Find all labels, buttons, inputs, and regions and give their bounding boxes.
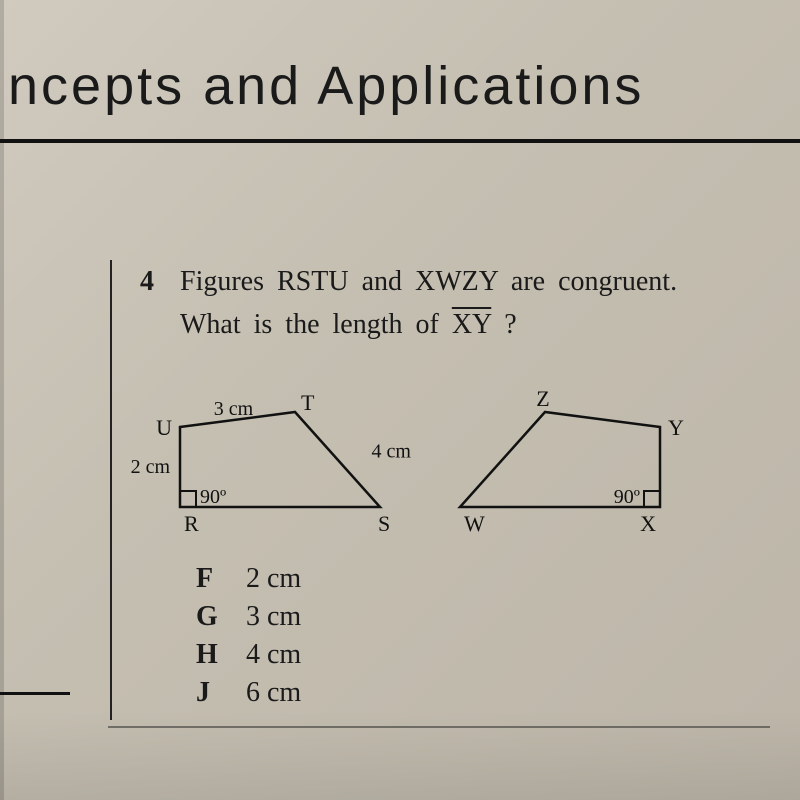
- vertex-r: R: [184, 511, 199, 536]
- choice-letter: H: [196, 639, 224, 671]
- bottom-shadow: [0, 710, 800, 800]
- label-ut: 3 cm: [214, 398, 254, 420]
- label-ur: 2 cm: [131, 456, 171, 478]
- choice-text: 2 cm: [246, 563, 301, 595]
- figure-area: U T R S 3 cm 2 cm 4 cm 90º W X Z Y: [140, 377, 770, 557]
- choice-row: F 2 cm: [196, 563, 770, 595]
- choice-row: H 4 cm: [196, 639, 770, 671]
- choice-text: 3 cm: [246, 601, 301, 633]
- question-block: 4 Figures RSTU and XWZY are congruent. W…: [140, 260, 770, 715]
- vertex-z: Z: [536, 386, 549, 411]
- choice-letter: F: [196, 563, 224, 595]
- vertex-w: W: [464, 511, 485, 536]
- vertex-u: U: [156, 415, 172, 440]
- vertex-s: S: [378, 511, 390, 536]
- answer-choices: F 2 cm G 3 cm H 4 cm J 6 cm: [196, 563, 770, 709]
- vertex-x: X: [640, 511, 656, 536]
- segment-xy: XY: [452, 309, 491, 340]
- polygon-rstu: U T R S 3 cm 2 cm 4 cm 90º: [131, 390, 412, 536]
- page-header: ncepts and Applications: [0, 55, 800, 143]
- choice-letter: J: [196, 677, 224, 709]
- question-body: Figures RSTU and XWZY are congruent. Wha…: [180, 260, 770, 347]
- choice-row: J 6 cm: [196, 677, 770, 709]
- question-number: 4: [140, 260, 162, 347]
- label-ts: 4 cm: [372, 440, 412, 462]
- choice-letter: G: [196, 601, 224, 633]
- header-title: ncepts and Applications: [0, 55, 800, 117]
- margin-tick: [0, 692, 70, 695]
- question-text: 4 Figures RSTU and XWZY are congruent. W…: [140, 260, 770, 347]
- geometry-figure: U T R S 3 cm 2 cm 4 cm 90º W X Z Y: [120, 377, 760, 557]
- choice-text: 6 cm: [246, 677, 301, 709]
- polygon-xwzy: W X Z Y 90º: [460, 386, 684, 536]
- column-divider: [110, 260, 112, 720]
- vertex-t: T: [301, 390, 315, 415]
- question-line-2b: ?: [491, 309, 516, 340]
- question-line-2a: What is the length of: [180, 309, 452, 340]
- choice-text: 4 cm: [246, 639, 301, 671]
- question-line-1: Figures RSTU and XWZY are congruent.: [180, 266, 677, 297]
- label-angle-r: 90º: [200, 486, 226, 508]
- choice-row: G 3 cm: [196, 601, 770, 633]
- label-angle-x: 90º: [614, 486, 640, 508]
- vertex-y: Y: [668, 415, 684, 440]
